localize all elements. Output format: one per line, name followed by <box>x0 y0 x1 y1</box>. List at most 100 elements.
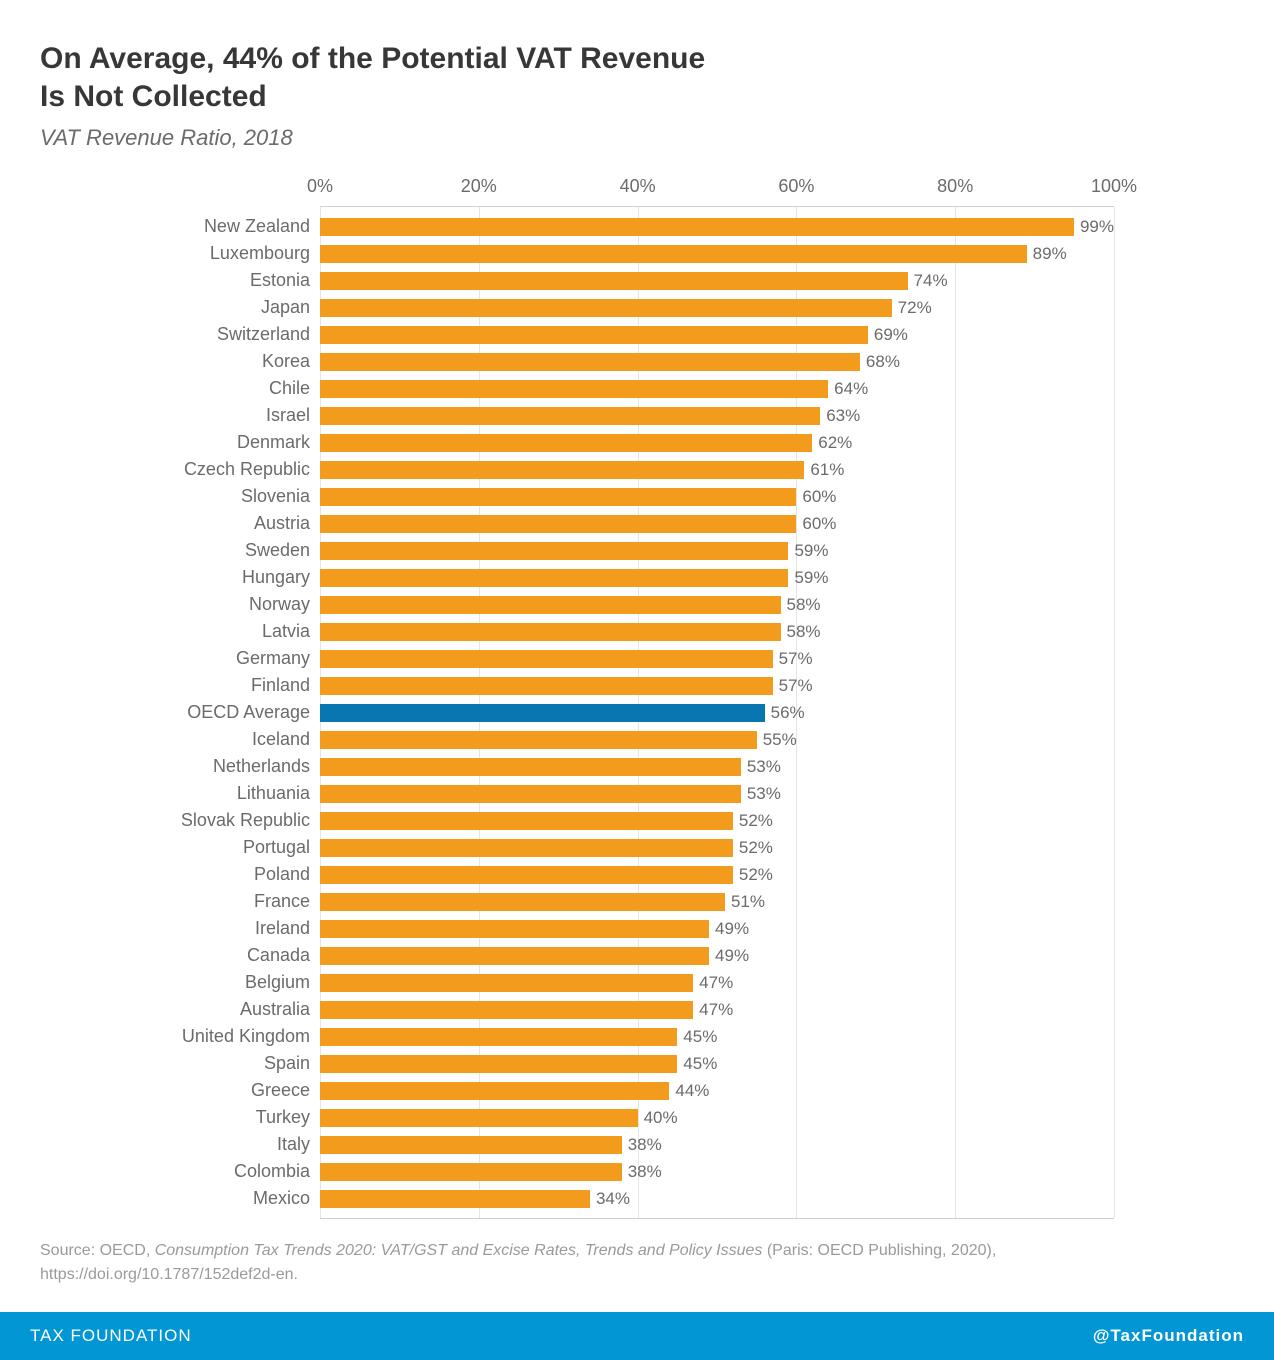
y-axis-label: New Zealand <box>204 216 310 237</box>
bar-row: Italy38% <box>320 1131 1114 1158</box>
bar <box>320 569 788 587</box>
bar <box>320 866 733 884</box>
y-axis-label: Australia <box>240 999 310 1020</box>
bar-row: Portugal52% <box>320 834 1114 861</box>
value-label: 64% <box>834 379 868 399</box>
bar <box>320 461 804 479</box>
bar-row: Poland52% <box>320 861 1114 888</box>
bar <box>320 218 1074 236</box>
y-axis-label: Germany <box>236 648 310 669</box>
value-label: 49% <box>715 919 749 939</box>
bar <box>320 596 781 614</box>
y-axis-label: Lithuania <box>237 783 310 804</box>
bar <box>320 515 796 533</box>
y-axis-label: Israel <box>266 405 310 426</box>
bars-container: New Zealand99%Luxembourg89%Estonia74%Jap… <box>320 206 1114 1219</box>
value-label: 57% <box>779 649 813 669</box>
y-axis-label: Slovak Republic <box>181 810 310 831</box>
bar <box>320 785 741 803</box>
source-prefix: Source: OECD, <box>40 1242 155 1259</box>
bar-row: Mexico34% <box>320 1185 1114 1212</box>
bar-row: New Zealand99% <box>320 213 1114 240</box>
x-tick-label: 40% <box>620 176 656 197</box>
value-label: 58% <box>787 622 821 642</box>
x-tick-label: 20% <box>461 176 497 197</box>
bar <box>320 1109 638 1127</box>
chart-card: On Average, 44% of the Potential VAT Rev… <box>0 0 1274 1287</box>
value-label: 53% <box>747 757 781 777</box>
y-axis-label: Luxembourg <box>210 243 310 264</box>
bar-row: Finland57% <box>320 672 1114 699</box>
bar <box>320 488 796 506</box>
grid-line <box>1114 207 1115 1218</box>
value-label: 45% <box>683 1054 717 1074</box>
x-tick-label: 100% <box>1091 176 1137 197</box>
bar-row: Greece44% <box>320 1077 1114 1104</box>
y-axis-label: Italy <box>277 1134 310 1155</box>
y-axis-label: Ireland <box>255 918 310 939</box>
bar <box>320 812 733 830</box>
value-label: 55% <box>763 730 797 750</box>
bar-row: Czech Republic61% <box>320 456 1114 483</box>
value-label: 34% <box>596 1189 630 1209</box>
bar <box>320 677 773 695</box>
bar-row: Belgium47% <box>320 969 1114 996</box>
value-label: 99% <box>1080 217 1114 237</box>
title-line1: On Average, 44% of the Potential VAT Rev… <box>40 42 705 75</box>
x-tick-label: 80% <box>937 176 973 197</box>
y-axis-label: Poland <box>254 864 310 885</box>
bar <box>320 704 765 722</box>
value-label: 44% <box>675 1081 709 1101</box>
chart-subtitle: VAT Revenue Ratio, 2018 <box>40 125 1234 151</box>
y-axis-label: Korea <box>262 351 310 372</box>
value-label: 69% <box>874 325 908 345</box>
bar <box>320 353 860 371</box>
footer-bar: TAX FOUNDATION @TaxFoundation <box>0 1312 1274 1360</box>
y-axis-label: Canada <box>247 945 310 966</box>
y-axis-label: Norway <box>249 594 310 615</box>
bar <box>320 299 892 317</box>
source-note: Source: OECD, Consumption Tax Trends 202… <box>40 1239 1234 1287</box>
bar <box>320 1055 677 1073</box>
chart-title: On Average, 44% of the Potential VAT Rev… <box>40 40 1234 115</box>
bar <box>320 947 709 965</box>
y-axis-label: Mexico <box>253 1188 310 1209</box>
y-axis-label: Sweden <box>245 540 310 561</box>
title-line2: Is Not Collected <box>40 80 267 113</box>
footer-handle: @TaxFoundation <box>1093 1326 1244 1346</box>
value-label: 53% <box>747 784 781 804</box>
y-axis-label: Switzerland <box>217 324 310 345</box>
chart-area: 0%20%40%60%80%100% New Zealand99%Luxembo… <box>320 176 1114 1219</box>
bar <box>320 434 812 452</box>
y-axis-label: Finland <box>251 675 310 696</box>
y-axis-label: OECD Average <box>187 702 310 723</box>
y-axis-label: Slovenia <box>241 486 310 507</box>
bar <box>320 1190 590 1208</box>
bar <box>320 326 868 344</box>
value-label: 40% <box>644 1108 678 1128</box>
bar-row: Colombia38% <box>320 1158 1114 1185</box>
y-axis-label: Hungary <box>242 567 310 588</box>
bar-row: Korea68% <box>320 348 1114 375</box>
bar <box>320 380 828 398</box>
value-label: 61% <box>810 460 844 480</box>
bar-row: Latvia58% <box>320 618 1114 645</box>
value-label: 52% <box>739 838 773 858</box>
bar <box>320 407 820 425</box>
bar-row: Canada49% <box>320 942 1114 969</box>
value-label: 47% <box>699 1000 733 1020</box>
y-axis-label: Denmark <box>237 432 310 453</box>
bar-row: Germany57% <box>320 645 1114 672</box>
value-label: 63% <box>826 406 860 426</box>
value-label: 89% <box>1033 244 1067 264</box>
bar-row: Austria60% <box>320 510 1114 537</box>
y-axis-label: Turkey <box>256 1107 310 1128</box>
value-label: 52% <box>739 865 773 885</box>
y-axis-label: Austria <box>254 513 310 534</box>
y-axis-label: Latvia <box>262 621 310 642</box>
bar-row: Netherlands53% <box>320 753 1114 780</box>
bar <box>320 1001 693 1019</box>
value-label: 38% <box>628 1162 662 1182</box>
value-label: 60% <box>802 514 836 534</box>
value-label: 62% <box>818 433 852 453</box>
